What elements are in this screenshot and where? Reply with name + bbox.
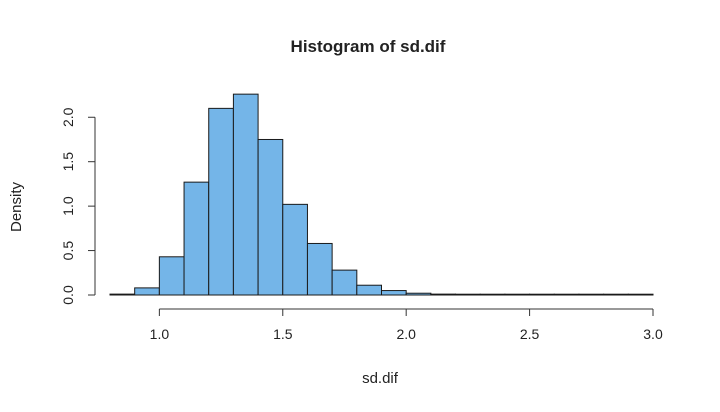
y-axis-label: Density: [8, 181, 25, 232]
chart-title: Histogram of sd.dif: [291, 37, 446, 56]
x-axis-label: sd.dif: [362, 370, 399, 387]
x-tick-label: 2.0: [396, 326, 416, 342]
x-tick-label: 2.5: [520, 326, 540, 342]
histogram-bar: [331, 269, 358, 296]
histogram-bar: [479, 293, 506, 296]
y-tick-label: 0.5: [60, 241, 76, 261]
histogram-bar: [257, 138, 284, 296]
histogram-bar: [282, 203, 308, 296]
x-tick-label: 1.0: [150, 326, 170, 342]
histogram-bar: [381, 290, 407, 296]
x-axis: 1.0 1.5 2.0 2.5 3.0: [150, 308, 663, 342]
histogram-bar: [306, 242, 333, 296]
y-tick-label: 2.0: [60, 107, 76, 127]
x-tick-label: 1.5: [273, 326, 293, 342]
x-tick-label: 3.0: [643, 326, 663, 342]
histogram-bar: [134, 287, 160, 296]
histogram-bar: [232, 93, 259, 296]
histogram-bar: [405, 292, 432, 296]
histogram-bar: [603, 293, 629, 296]
histogram-bar: [109, 293, 136, 296]
y-tick-label: 1.5: [60, 152, 76, 172]
histogram-bar: [553, 293, 580, 296]
y-axis: 0.0 0.5 1.0 1.5 2.0: [60, 107, 96, 305]
histogram-bar: [208, 107, 234, 296]
y-tick-label: 1.0: [60, 196, 76, 216]
histogram-bar: [504, 293, 531, 296]
histogram-bar: [356, 284, 383, 296]
histogram-bar: [430, 293, 457, 296]
histogram-bar: [529, 293, 555, 296]
histogram-bar: [455, 293, 481, 296]
histogram-bar: [578, 293, 605, 296]
histogram-bar: [158, 256, 185, 296]
histogram-bars: [109, 93, 654, 296]
histogram-bar: [627, 293, 654, 296]
y-tick-label: 0.0: [60, 285, 76, 305]
histogram-bar: [183, 181, 210, 296]
